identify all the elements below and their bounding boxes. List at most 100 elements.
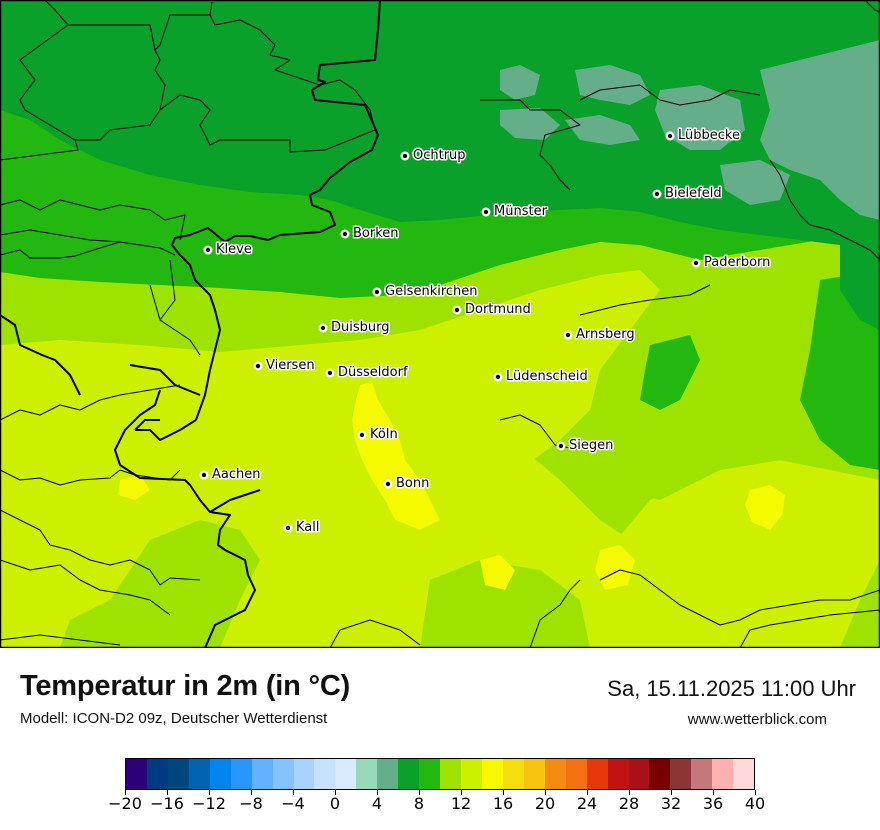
website-link[interactable]: www.wetterblick.com xyxy=(687,711,827,728)
band-4-6-luebbecke xyxy=(655,85,745,150)
map-footer: Temperatur in 2m (in °C) Modell: ICON-D2… xyxy=(0,648,880,830)
city-marker: Kleve xyxy=(203,241,253,259)
tick-label: 12 xyxy=(450,794,472,813)
temperature-colorbar xyxy=(125,758,755,790)
tick-label: 40 xyxy=(744,794,766,813)
city-label: Köln xyxy=(370,427,398,442)
colorbar-segment xyxy=(272,759,294,789)
tick-mark xyxy=(586,790,588,795)
colorbar-segment xyxy=(440,759,461,789)
city-marker: Köln xyxy=(357,426,399,444)
city-dot xyxy=(327,370,333,376)
city-dot xyxy=(693,260,699,266)
city-marker: Kall xyxy=(283,519,321,537)
city-marker: Duisburg xyxy=(318,319,391,337)
tick-mark xyxy=(460,790,462,795)
city-marker: Dortmund xyxy=(452,301,532,319)
band-6-8 xyxy=(0,0,880,245)
band-10-12-south-mid xyxy=(420,560,590,648)
city-dot xyxy=(205,247,211,253)
city-label: Lübbecke xyxy=(678,128,740,143)
city-label: Lüdenscheid xyxy=(506,369,588,384)
forecast-datetime: Sa, 15.11.2025 11:00 Uhr xyxy=(607,676,856,701)
tick-mark xyxy=(754,790,756,795)
city-dot xyxy=(483,209,489,215)
city-dot xyxy=(359,432,365,438)
colorbar-segment xyxy=(126,759,147,789)
colorbar-segment xyxy=(628,759,650,789)
city-marker: Aachen xyxy=(199,466,262,484)
city-label: Bielefeld xyxy=(665,186,722,201)
map-title: Temperatur in 2m (in °C) xyxy=(20,670,351,702)
city-marker: Lüdenscheid xyxy=(493,368,589,386)
city-marker: Lübbecke xyxy=(665,127,741,145)
city-label: Dortmund xyxy=(465,302,531,317)
city-dot xyxy=(402,153,408,159)
band-12-14-south xyxy=(580,460,880,648)
colorbar-segment xyxy=(398,759,420,789)
city-label: Viersen xyxy=(266,358,315,373)
tick-mark xyxy=(208,790,210,795)
city-marker: Borken xyxy=(340,225,400,243)
tick-label: −16 xyxy=(150,794,184,813)
colorbar-segment xyxy=(377,759,399,789)
city-dot xyxy=(654,191,660,197)
tick-mark xyxy=(376,790,378,795)
city-dot xyxy=(320,325,326,331)
tick-mark xyxy=(124,790,126,795)
city-label: Siegen xyxy=(569,438,613,453)
band-14-16-east xyxy=(745,485,785,530)
tick-mark xyxy=(544,790,546,795)
colorbar-segment xyxy=(209,759,231,789)
tick-label: −8 xyxy=(239,794,263,813)
tick-label: −12 xyxy=(192,794,226,813)
colorbar-segment xyxy=(691,759,713,789)
colorbar-segment xyxy=(230,759,252,789)
city-dot xyxy=(667,133,673,139)
band-14-16-west xyxy=(118,475,150,500)
city-marker: Ochtrup xyxy=(400,147,467,165)
colorbar-segment xyxy=(649,759,671,789)
city-dot xyxy=(454,307,460,313)
band-4-6-north-b xyxy=(575,65,650,105)
city-label: Kleve xyxy=(216,242,252,257)
city-dot xyxy=(558,443,564,449)
colorbar-segment xyxy=(523,759,545,789)
city-marker: Viersen xyxy=(253,357,316,375)
tick-mark xyxy=(418,790,420,795)
colorbar-segment xyxy=(481,759,503,789)
tick-label: 8 xyxy=(413,794,425,813)
tick-label: 28 xyxy=(618,794,640,813)
band-14-16-koeln xyxy=(352,382,440,530)
colorbar-segment xyxy=(733,759,755,789)
band-4-6-bielefeld-east xyxy=(720,160,790,205)
city-label: Aachen xyxy=(212,467,260,482)
city-dot xyxy=(374,289,380,295)
tick-mark xyxy=(292,790,294,795)
colorbar-segment xyxy=(167,759,189,789)
colorbar-segment xyxy=(251,759,273,789)
band-4-6-north-c xyxy=(565,115,640,145)
tick-label: 0 xyxy=(329,794,341,813)
city-marker: Düsseldorf xyxy=(325,364,409,382)
tick-mark xyxy=(712,790,714,795)
band-14-16-southeast xyxy=(595,545,635,590)
colorbar-segment xyxy=(419,759,441,789)
colorbar-ticks: −20 −16 −12 −8 −4 0 4 8 12 16 20 24 28 32 36 40 xyxy=(108,790,765,820)
colorbar-segment xyxy=(502,759,524,789)
band-4-6-northeast xyxy=(760,40,880,220)
city-dot xyxy=(285,525,291,531)
city-marker: Bielefeld xyxy=(652,185,723,203)
colorbar-segment xyxy=(586,759,608,789)
city-label: Borken xyxy=(353,226,399,241)
band-14-16-south-mid xyxy=(480,555,515,590)
city-dot xyxy=(385,481,391,487)
city-marker: Bonn xyxy=(383,475,431,493)
tick-label: 36 xyxy=(702,794,724,813)
city-label: Arnsberg xyxy=(576,327,635,342)
city-marker: Siegen xyxy=(556,437,615,455)
model-info: Modell: ICON-D2 09z, Deutscher Wetterdie… xyxy=(20,710,328,727)
city-dot xyxy=(565,332,571,338)
borders xyxy=(0,0,880,648)
colorbar-segment xyxy=(335,759,357,789)
